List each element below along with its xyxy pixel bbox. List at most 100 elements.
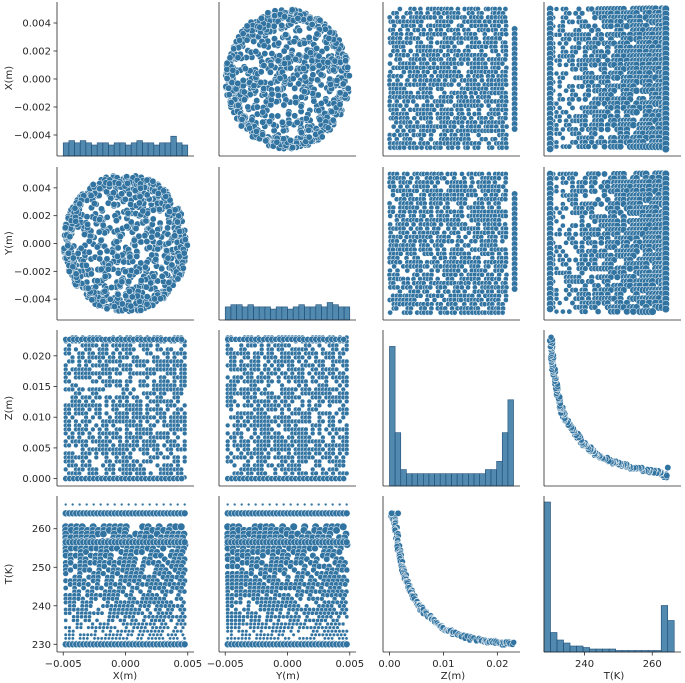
scatter-point [126,253,134,261]
scatter-point [475,144,482,151]
scatter-point [292,99,300,106]
scatter-point [511,285,519,293]
scatter-point [566,113,573,120]
scatter-point [305,33,313,41]
scatter-point [240,96,248,104]
scatter-point [431,106,437,113]
scatter-point [143,191,151,199]
scatter-point [246,91,254,99]
scatter-point [234,54,242,62]
scatter-point [305,126,313,134]
scatter-point [613,273,621,281]
scatter-point [397,250,404,257]
scatter-point [572,66,579,73]
scatter-point [278,21,286,29]
scatter-point [317,71,325,79]
scatter-point [141,263,149,271]
scatter-point [572,170,579,178]
scatter-point [253,97,261,105]
scatter-point [566,143,573,150]
scatter-point [141,232,149,240]
scatter-point [414,271,421,278]
scatter-point [563,14,569,21]
scatter-point [146,243,154,251]
scatter-point [575,96,582,103]
scatter-point [329,66,337,74]
scatter-point [132,225,140,232]
scatter-point [82,261,90,269]
scatter-point [563,287,569,293]
scatter-point [230,45,238,53]
scatter-point [234,79,242,87]
scatter-point [65,268,73,275]
scatter-point [152,255,160,263]
scatter-point [404,52,411,59]
scatter-point [579,269,586,276]
scatter-point [597,200,605,208]
scatter-point [226,54,234,62]
scatter-point [502,56,509,63]
scatter-point [300,88,308,96]
scatter-point [591,187,599,195]
scatter-point [498,267,505,274]
scatter-point [158,272,166,280]
scatter-point [179,264,187,272]
scatter-point [563,205,569,212]
scatter-point [397,259,403,266]
scatter-point [281,60,288,67]
scatter-point [285,110,293,118]
scatter-point [455,144,461,151]
scatter-point [84,284,92,292]
scatter-point [336,89,344,97]
scatter-point [127,200,135,208]
scatter-point [629,121,638,129]
scatter-point [582,192,589,199]
scatter-point [223,75,231,82]
scatter-z-x [386,6,519,151]
scatter-point [556,244,563,250]
scatter-point [103,247,111,255]
scatter-point [69,263,77,271]
scatter-point [112,217,120,225]
scatter-point [451,77,458,84]
scatter-point [413,144,420,151]
scatter-point [300,65,308,72]
scatter-point [87,270,95,278]
scatter-point [267,61,275,69]
scatter-y-x [222,5,353,152]
scatter-point [427,144,434,151]
scatter-point [296,27,303,34]
scatter-point [294,14,302,22]
scatter-point [278,118,286,126]
scatter-point [104,199,112,207]
scatter-point [500,183,507,190]
scatter-point [413,187,420,194]
scatter-point [479,288,486,295]
scatter-x-y [60,172,191,315]
scatter-point [113,238,121,246]
scatter-point [306,49,314,57]
scatter-point [427,309,434,316]
scatter-point [243,22,251,30]
scatter-point [118,190,126,198]
scatter-point [411,6,418,12]
scatter-point [579,83,586,90]
scatter-point [61,224,69,232]
scatter-point [582,265,589,272]
scatter-point [149,177,157,185]
scatter-point [432,69,438,75]
scatter-point [511,125,519,133]
scatter-point [428,136,434,143]
scatter-point [447,98,454,105]
scatter-point [262,137,270,145]
scatter-point [475,132,482,138]
scatter-point [569,104,576,111]
scatter-point [448,111,455,117]
scatter-point [464,144,471,151]
scatter-point [316,116,324,124]
scatter-point [400,69,407,75]
scatter-point [616,142,625,151]
scatter-point [479,77,485,84]
scatter-point [588,27,595,34]
scatter-point [142,217,150,225]
